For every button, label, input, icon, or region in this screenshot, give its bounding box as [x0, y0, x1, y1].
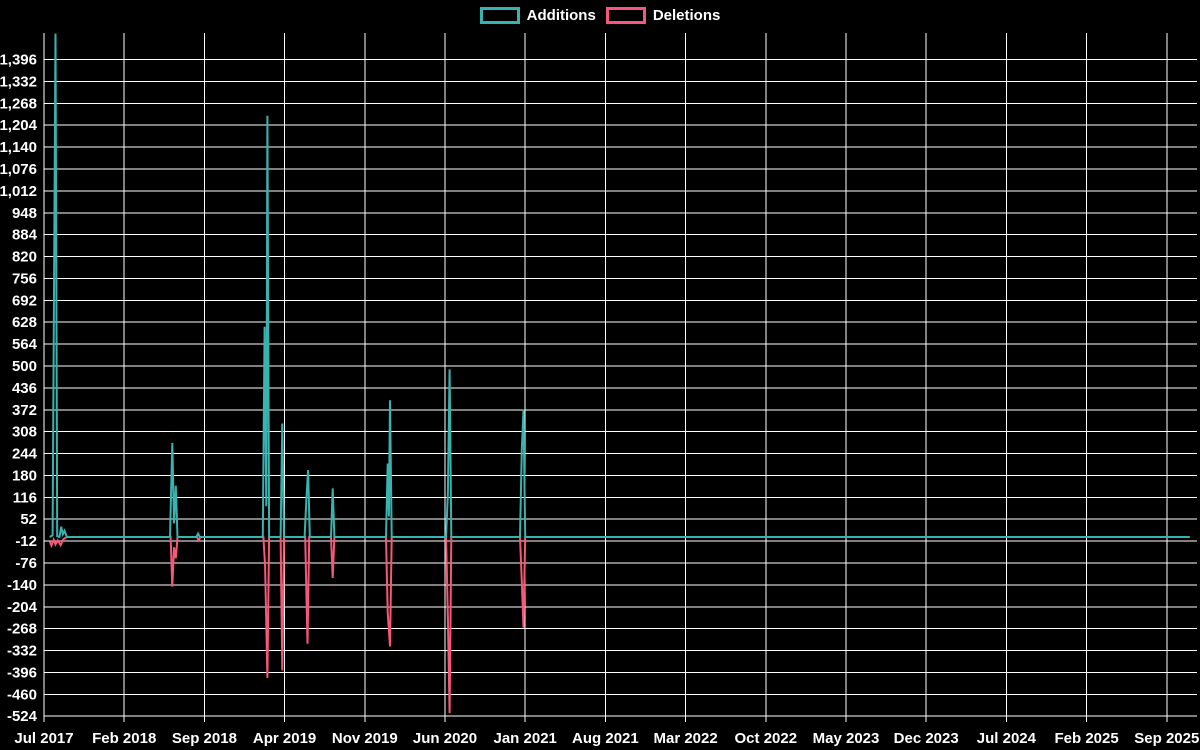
deletions-swatch	[605, 7, 646, 24]
x-tick-label: Nov 2019	[332, 730, 398, 747]
y-tick-label: -76	[15, 555, 37, 572]
y-tick-label: -524	[7, 708, 38, 725]
y-tick-label: 1,268	[0, 95, 37, 112]
x-tick-label: Jun 2020	[413, 730, 477, 747]
y-tick-label: 52	[20, 511, 37, 528]
y-tick-label: -268	[7, 621, 37, 638]
legend-item-additions[interactable]: Additions	[479, 7, 596, 24]
gridlines	[43, 33, 1197, 722]
y-tick-label: -460	[7, 686, 37, 703]
x-axis-tick-labels: Jul 2017 Feb 2018 Sep 2018 Apr 2019 Nov 2019…	[14, 730, 1199, 747]
y-tick-label: 756	[12, 270, 37, 287]
y-tick-label: -396	[7, 664, 37, 681]
y-tick-label: -332	[7, 643, 37, 660]
chart-legend: Additions Deletions	[0, 7, 1200, 24]
legend-label-additions: Additions	[526, 7, 596, 24]
y-tick-label: 1,140	[0, 139, 37, 156]
y-tick-label: 372	[12, 402, 37, 419]
y-tick-label: 564	[12, 336, 38, 353]
y-tick-label: 1,332	[0, 73, 37, 90]
y-tick-label: 1,076	[0, 161, 37, 178]
y-tick-label: 436	[12, 380, 37, 397]
y-tick-label: -140	[7, 577, 37, 594]
x-tick-label: Dec 2023	[894, 730, 959, 747]
y-tick-label: 820	[12, 249, 37, 266]
legend-item-deletions[interactable]: Deletions	[605, 7, 721, 24]
y-tick-label: 308	[12, 424, 37, 441]
x-tick-label: Apr 2019	[253, 730, 316, 747]
y-tick-label: 180	[12, 467, 37, 484]
y-tick-label: 1,012	[0, 183, 37, 200]
y-tick-label: -12	[15, 533, 37, 550]
y-tick-label: 884	[12, 227, 38, 244]
x-tick-label: Sep 2018	[172, 730, 237, 747]
additions-line	[49, 33, 1190, 539]
y-axis-tick-labels: 1,396 1,332 1,268 1,204 1,140 1,076 1,012 948 88…	[0, 52, 38, 726]
y-tick-label: 948	[12, 205, 37, 222]
y-tick-label: 1,204	[0, 117, 38, 134]
x-tick-label: May 2023	[813, 730, 880, 747]
x-tick-label: Sep 2025	[1134, 730, 1199, 747]
x-tick-label: Mar 2022	[653, 730, 717, 747]
x-tick-label: Aug 2021	[572, 730, 639, 747]
x-tick-label: Jan 2021	[494, 730, 557, 747]
y-tick-label: 500	[12, 358, 37, 375]
y-tick-label: 244	[12, 446, 38, 463]
y-tick-label: 116	[13, 489, 37, 506]
legend-label-deletions: Deletions	[652, 7, 721, 24]
y-tick-label: -204	[7, 599, 38, 616]
x-tick-label: Feb 2025	[1054, 730, 1118, 747]
x-tick-label: Jul 2017	[14, 730, 73, 747]
additions-swatch	[479, 7, 520, 24]
x-tick-label: Oct 2022	[735, 730, 798, 747]
y-tick-label: 628	[12, 314, 37, 331]
x-tick-label: Feb 2018	[92, 730, 156, 747]
y-tick-label: 692	[12, 292, 37, 309]
x-tick-label: Jul 2024	[977, 730, 1037, 747]
y-tick-label: 1,396	[0, 52, 37, 69]
